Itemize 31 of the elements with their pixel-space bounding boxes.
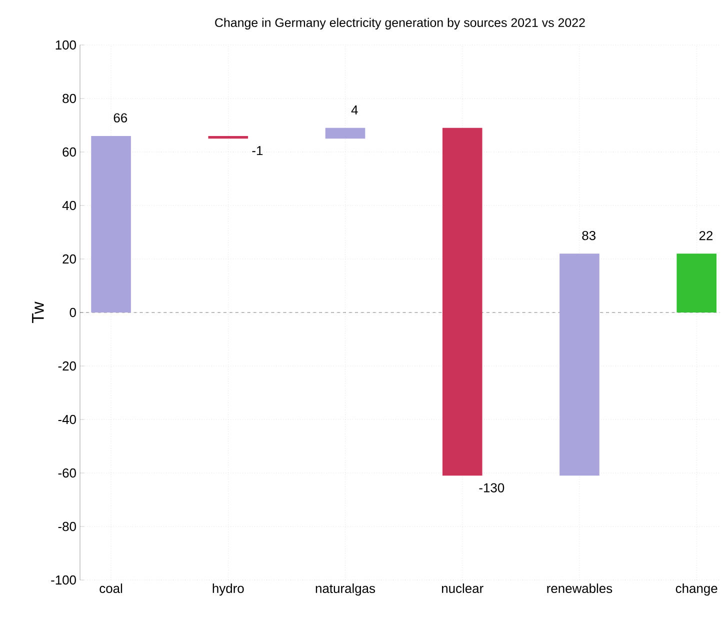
y-tick-label: -60 [58,468,76,478]
x-tick-label: naturalgas [316,584,376,596]
data-label: 83 [582,230,596,240]
x-tick-label: coal [100,584,122,594]
data-label: -1 [252,146,263,156]
y-tick-label: -100 [51,575,76,585]
y-tick-label: 80 [62,94,76,104]
y-tick-label: -40 [58,414,76,424]
x-tick-label: renewables [547,584,612,594]
data-label: 66 [114,113,128,122]
y-tick-label: 0 [70,308,76,318]
data-label: -130 [479,483,504,492]
y-tick-label: -80 [58,522,76,532]
y-tick-label: -20 [58,361,76,371]
chart-title: Change in Germany electricity generation by sources 2021 vs 2022 [215,18,585,30]
bar [676,254,716,312]
bar [325,128,366,139]
y-tick-label: 20 [62,254,76,264]
y-tick-label: 100 [56,40,76,50]
bar [208,136,248,139]
bar [442,128,482,476]
x-tick-label: hydro [212,584,244,596]
y-tick-label: 40 [62,200,76,210]
y-tick-label: 60 [62,147,76,157]
data-label: 22 [699,231,712,240]
bar [91,136,131,312]
bar [560,254,600,476]
x-tick-label: nuclear [442,584,484,594]
data-label: 4 [351,105,358,114]
y-axis-title: Tw [32,302,44,323]
x-tick-label: change [676,584,718,596]
